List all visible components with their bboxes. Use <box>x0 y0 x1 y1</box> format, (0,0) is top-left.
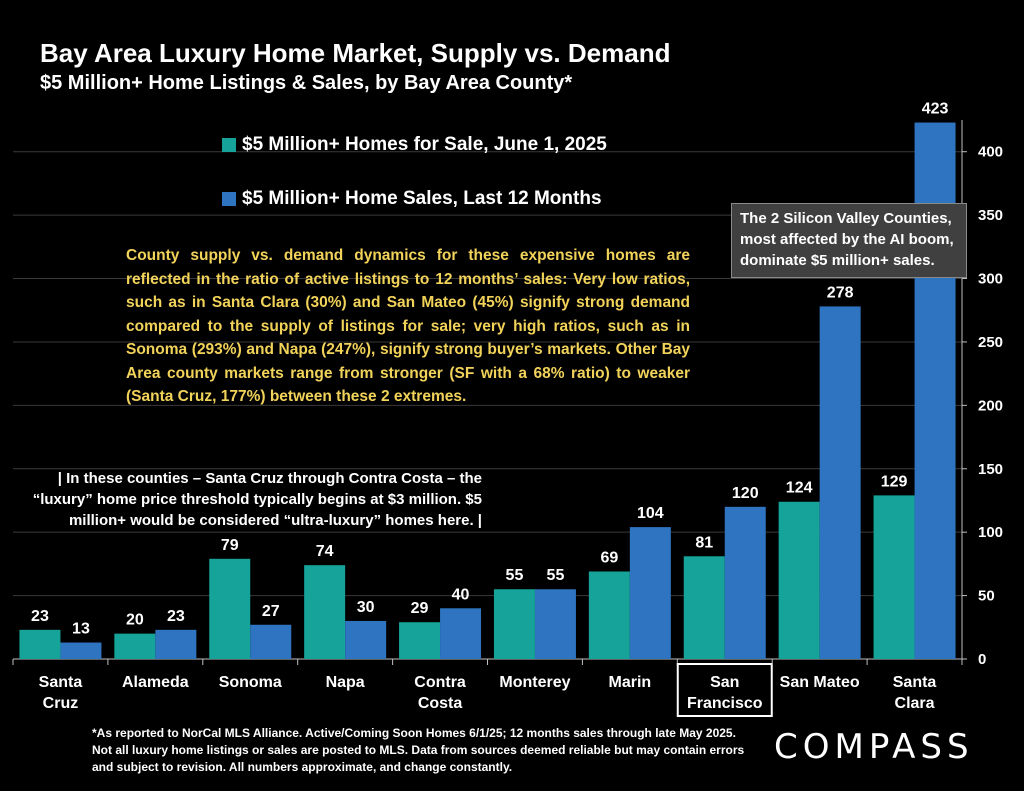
category-label: Clara <box>895 695 935 712</box>
footnote: *As reported to NorCal MLS Alliance. Act… <box>92 726 745 774</box>
category-label: Costa <box>418 695 463 712</box>
data-label-listings: 29 <box>411 600 429 617</box>
legend-label-sales: $5 Million+ Home Sales, Last 12 Months <box>242 188 602 209</box>
data-label-sales: 13 <box>72 621 90 638</box>
y-tick-label: 250 <box>978 334 1003 351</box>
bar-listings <box>873 495 915 659</box>
legend-item-sales: $5 Million+ Home Sales, Last 12 Months <box>222 188 602 210</box>
bar-sales <box>250 624 292 659</box>
category-label: Santa <box>893 674 937 691</box>
data-label-sales: 55 <box>547 567 565 584</box>
data-label-sales: 40 <box>452 586 470 603</box>
bar-listings <box>114 633 156 659</box>
category-label: San Mateo <box>780 674 860 691</box>
y-tick-label: 350 <box>978 207 1003 224</box>
data-label-sales: 278 <box>827 284 854 301</box>
compass-logo: COMPASS <box>774 727 974 767</box>
category-highlight-box <box>676 663 773 717</box>
category-label: Alameda <box>122 674 189 691</box>
category-label: Monterey <box>499 674 570 691</box>
y-tick-label: 100 <box>978 524 1003 541</box>
chart-subtitle: $5 Million+ Home Listings & Sales, by Ba… <box>40 72 573 94</box>
category-label: Sonoma <box>219 674 282 691</box>
bar-listings <box>683 556 725 659</box>
threshold-note: | In these counties – Santa Cruz through… <box>32 470 482 529</box>
bar-sales <box>724 506 766 659</box>
legend-label-listings: $5 Million+ Homes for Sale, June 1, 2025 <box>242 134 607 155</box>
data-label-listings: 74 <box>316 543 334 560</box>
y-tick-label: 400 <box>978 144 1003 161</box>
data-label-listings: 55 <box>506 567 524 584</box>
y-tick-label: 50 <box>978 588 995 605</box>
y-tick-label: 200 <box>978 397 1003 414</box>
legend-swatch-sales <box>222 192 236 206</box>
y-tick-label: 0 <box>978 651 986 668</box>
legend-swatch-listings <box>222 138 236 152</box>
silicon-valley-callout: The 2 Silicon Valley Counties, most affe… <box>731 203 967 278</box>
bar-listings <box>304 565 346 659</box>
bar-listings <box>493 589 535 659</box>
data-label-listings: 79 <box>221 537 239 554</box>
category-label: San <box>710 674 739 691</box>
data-label-sales: 30 <box>357 599 375 616</box>
legend-item-listings: $5 Million+ Homes for Sale, June 1, 2025 <box>222 134 607 156</box>
data-label-listings: 23 <box>31 608 49 625</box>
bar-listings <box>399 622 441 659</box>
data-label-sales: 23 <box>167 608 185 625</box>
bar-listings <box>778 501 820 659</box>
category-label: Santa <box>39 674 83 691</box>
bar-listings <box>19 629 61 659</box>
data-label-listings: 20 <box>126 612 144 629</box>
category-label: Francisco <box>687 695 763 712</box>
bar-listings <box>209 558 251 659</box>
bar-listings <box>588 571 630 659</box>
category-label: Marin <box>609 674 652 691</box>
data-label-sales: 104 <box>637 505 664 522</box>
bar-sales <box>440 608 482 659</box>
bar-sales <box>629 527 671 659</box>
category-label: Napa <box>326 674 365 691</box>
data-label-listings: 129 <box>881 473 908 490</box>
data-label-sales: 120 <box>732 485 759 502</box>
y-tick-label: 300 <box>978 271 1003 288</box>
chart-title: Bay Area Luxury Home Market, Supply vs. … <box>40 38 671 68</box>
data-label-sales: 423 <box>922 101 949 118</box>
supply-demand-note: County supply vs. demand dynamics for th… <box>126 247 690 405</box>
bar-sales <box>345 620 387 659</box>
bar-sales <box>60 642 102 659</box>
bar-sales <box>819 306 861 659</box>
category-label: Contra <box>414 674 466 691</box>
category-label: Cruz <box>43 695 79 712</box>
bar-sales <box>155 629 197 659</box>
data-label-listings: 81 <box>695 534 713 551</box>
data-label-listings: 69 <box>600 549 618 566</box>
y-tick-label: 150 <box>978 461 1003 478</box>
data-label-listings: 124 <box>786 480 813 497</box>
data-label-sales: 27 <box>262 603 280 620</box>
bar-sales <box>534 589 576 659</box>
